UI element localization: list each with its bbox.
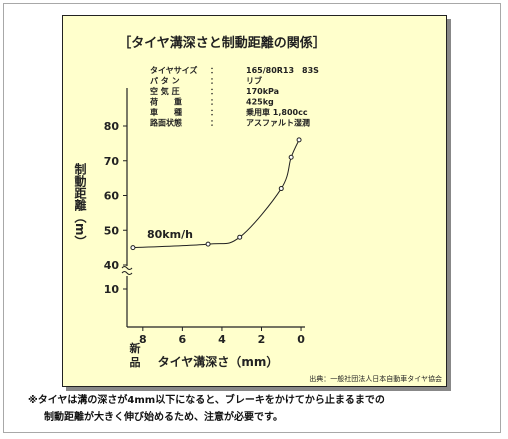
spec-label: 荷 重 (149, 97, 182, 107)
spec-label: タイヤサイズ (150, 65, 198, 75)
chart-title: ［タイヤ溝深さと制動距離の関係］ (118, 35, 326, 51)
x-tick-label: 0 (297, 333, 305, 346)
data-point (237, 234, 243, 240)
spec-colon: ： (210, 119, 218, 128)
spec-value: リブ (246, 76, 262, 86)
y-tick-label: 10 (104, 283, 120, 296)
y-tick-label: 60 (104, 190, 120, 203)
spec-colon: ： (210, 98, 218, 107)
new-tire-label-1: 新 (130, 341, 141, 355)
chart-axes: 10 40 50 60 70 80 8 6 4 2 0 (104, 88, 305, 346)
data-point (288, 154, 294, 160)
new-tire-label-2: 品 (130, 356, 141, 369)
x-tick-label: 6 (179, 333, 187, 346)
chart-title-group: ［タイヤ溝深さと制動距離の関係］ (118, 35, 326, 51)
y-tick-label: 80 (104, 120, 120, 133)
spec-colon: ： (210, 87, 218, 96)
spec-colon: ： (210, 66, 218, 75)
spec-value: 乗用車 1,800cc (246, 107, 308, 117)
spec-label: 路面状態 (150, 118, 182, 128)
footnote-line-2: 制動距離が大きく伸び始めるため、注意が必要です。 (44, 412, 283, 423)
y-tick-label: 40 (104, 259, 120, 272)
source-credit: 出典：一般社団法人日本自動車タイヤ協会 (309, 374, 442, 383)
x-tick-label: 4 (218, 333, 226, 346)
data-point (130, 245, 136, 251)
x-axis-label: タイヤ溝深さ（mm） (158, 354, 279, 369)
spec-label: 空 気 圧 (150, 86, 180, 96)
spec-table: タイヤサイズ ： 165/80R13 83S パ タ ン ： リブ空 気 圧 ： 170kPa… (149, 65, 319, 128)
y-axis-label: 制動距離（m） (73, 162, 87, 248)
x-tick-label: 2 (258, 333, 266, 346)
spec-value: アスファルト湿潤 (246, 118, 310, 128)
speed-annotation: 80km/h (147, 228, 193, 241)
spec-value: 170kPa (246, 87, 279, 96)
data-point (278, 186, 284, 192)
y-tick-label: 50 (104, 224, 120, 237)
spec-colon: ： (210, 108, 218, 117)
y-tick-label: 70 (104, 155, 120, 168)
axis-break-mark (121, 266, 133, 275)
x-tick-label: 8 (139, 333, 147, 346)
axis-labels: 制動距離（m） 新品 タイヤ溝深さ（mm） 出典：一般社団法人日本自動車タイヤ協会 (73, 162, 442, 383)
spec-label: 車 種 (150, 107, 182, 117)
plot-area: 80km/h (130, 137, 302, 251)
spec-value: 425kg (246, 98, 274, 107)
data-point (296, 137, 302, 143)
spec-value: 165/80R13 83S (246, 66, 319, 75)
spec-label: パ タ ン (150, 76, 180, 86)
data-point (205, 241, 211, 247)
footnote-line-1: ※タイヤは溝の深さが4mm以下になると、ブレーキをかけてから止まるまでの (28, 395, 385, 406)
chart-panel (62, 15, 447, 387)
spec-colon: ： (210, 77, 218, 86)
